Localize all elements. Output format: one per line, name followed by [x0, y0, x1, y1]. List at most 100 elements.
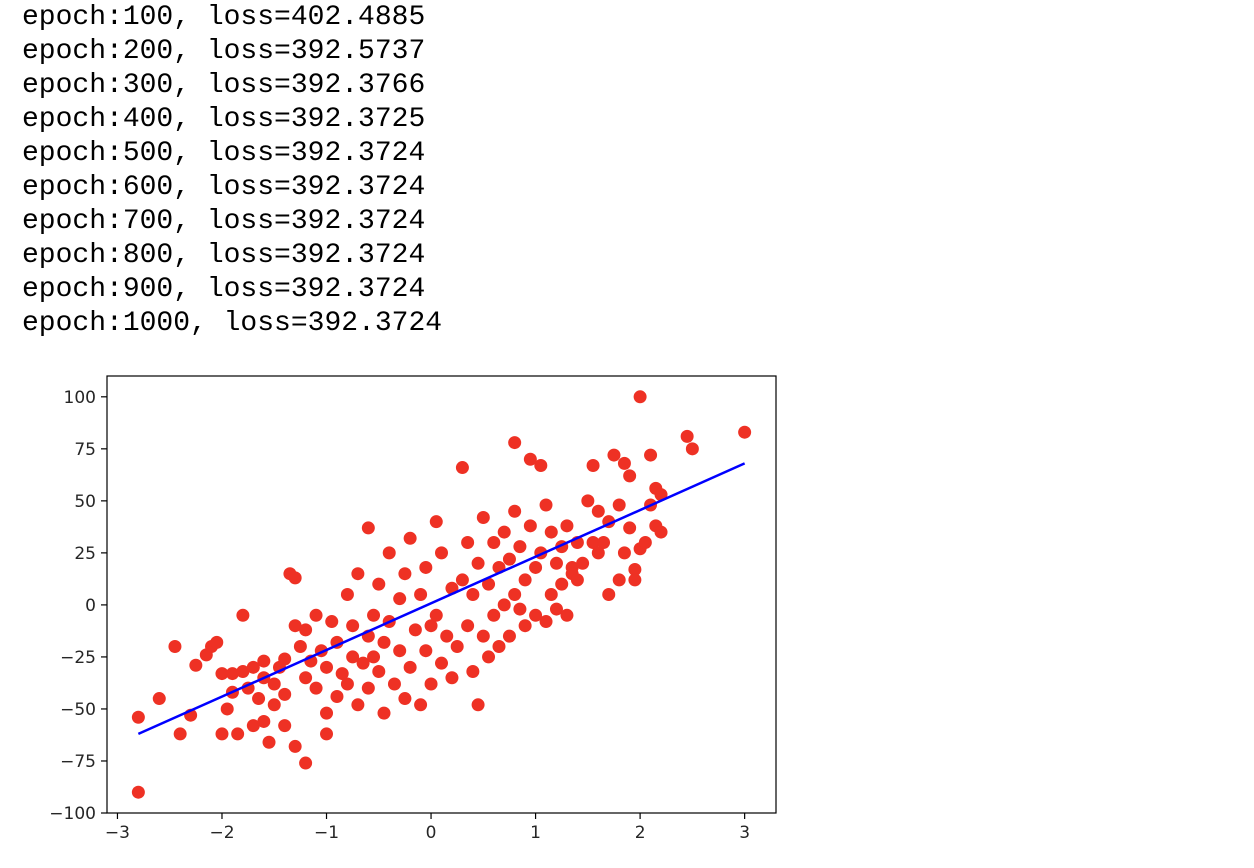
log-line: epoch:100, loss=402.4885	[22, 2, 426, 33]
data-point	[497, 598, 511, 612]
data-point	[372, 577, 386, 591]
data-point	[555, 577, 569, 591]
data-point	[482, 650, 496, 664]
data-point	[241, 681, 255, 695]
log-line: epoch:1000, loss=392.3724	[22, 308, 443, 339]
data-point	[173, 727, 187, 741]
data-point	[340, 588, 354, 601]
data-point	[440, 629, 454, 643]
axes-frame	[106, 375, 777, 814]
data-point	[346, 619, 360, 633]
data-point	[236, 608, 250, 622]
data-point	[403, 531, 417, 545]
data-point	[220, 702, 234, 716]
data-point	[539, 615, 553, 629]
data-point	[403, 660, 417, 674]
data-point	[252, 692, 266, 706]
data-point	[424, 619, 438, 633]
data-point	[455, 573, 469, 587]
y-tick-label: −25	[60, 648, 96, 668]
log-line: epoch:400, loss=392.3725	[22, 104, 426, 135]
data-point	[367, 650, 381, 664]
data-point	[387, 677, 401, 691]
data-point	[299, 756, 313, 770]
data-point	[539, 498, 553, 512]
y-tick-label: −75	[60, 752, 96, 772]
data-point	[215, 727, 229, 741]
data-point	[299, 671, 313, 685]
data-point	[351, 567, 365, 581]
data-point	[591, 546, 605, 560]
data-point	[476, 629, 490, 643]
data-point	[612, 573, 626, 587]
data-point	[482, 577, 496, 591]
data-point	[570, 573, 584, 587]
data-point	[414, 698, 428, 712]
data-point	[591, 504, 605, 518]
data-point	[529, 608, 543, 622]
data-point	[435, 656, 448, 670]
x-tick-label: 1	[530, 823, 541, 843]
data-point	[455, 461, 469, 475]
data-point	[320, 727, 334, 741]
data-point	[346, 650, 360, 664]
data-point	[429, 608, 443, 622]
y-axis: −100 −75 −50 −25 0 25 50 75 100	[49, 388, 107, 824]
data-point	[492, 640, 506, 654]
data-point	[445, 671, 459, 685]
log-line: epoch:700, loss=392.3724	[22, 206, 426, 237]
data-point	[513, 540, 527, 554]
log-line: epoch:500, loss=392.3724	[22, 138, 426, 169]
data-point	[617, 546, 631, 560]
data-point	[623, 469, 637, 483]
data-point	[502, 552, 516, 566]
data-point	[299, 623, 313, 637]
data-point	[225, 667, 239, 681]
data-point	[466, 588, 480, 601]
data-point	[419, 644, 433, 658]
data-point	[267, 677, 281, 691]
log-line: epoch:900, loss=392.3724	[22, 274, 426, 305]
y-tick-label: 50	[74, 492, 96, 512]
data-point	[586, 535, 600, 549]
data-point	[654, 525, 668, 539]
data-point	[367, 608, 381, 622]
data-point	[560, 608, 574, 622]
log-line: epoch:200, loss=392.5737	[22, 36, 426, 67]
data-point	[518, 573, 532, 587]
data-point	[628, 563, 642, 577]
data-point	[602, 588, 616, 601]
x-tick-label: −2	[209, 823, 234, 843]
data-point	[236, 665, 250, 678]
data-point	[382, 546, 396, 560]
data-point	[424, 677, 438, 691]
data-point	[560, 519, 574, 533]
data-point	[597, 535, 611, 549]
data-point	[429, 515, 443, 529]
data-point	[623, 521, 637, 535]
data-point	[633, 390, 647, 404]
data-point	[466, 665, 480, 678]
y-tick-label: −50	[60, 700, 96, 720]
data-point	[497, 525, 511, 539]
data-point	[638, 535, 652, 549]
data-point	[278, 687, 292, 701]
data-point	[131, 785, 145, 799]
data-point	[523, 452, 537, 466]
data-point	[361, 681, 375, 695]
data-point	[419, 560, 433, 574]
data-point	[654, 488, 668, 502]
data-point	[581, 494, 595, 508]
data-point	[586, 458, 600, 472]
data-point	[288, 619, 302, 633]
log-line: epoch:300, loss=392.3766	[22, 70, 426, 101]
data-point	[361, 521, 375, 535]
data-point	[262, 735, 276, 749]
data-point	[320, 660, 334, 674]
data-point	[351, 698, 365, 712]
log-line: epoch:800, loss=392.3724	[22, 240, 426, 271]
scatter-plot: −3 −2 −1 0 1 2 3 −100 −75 −50 −25 0 25 50 75 100	[49, 375, 777, 843]
data-point	[356, 656, 370, 670]
data-point	[189, 658, 203, 672]
data-point	[246, 660, 260, 674]
